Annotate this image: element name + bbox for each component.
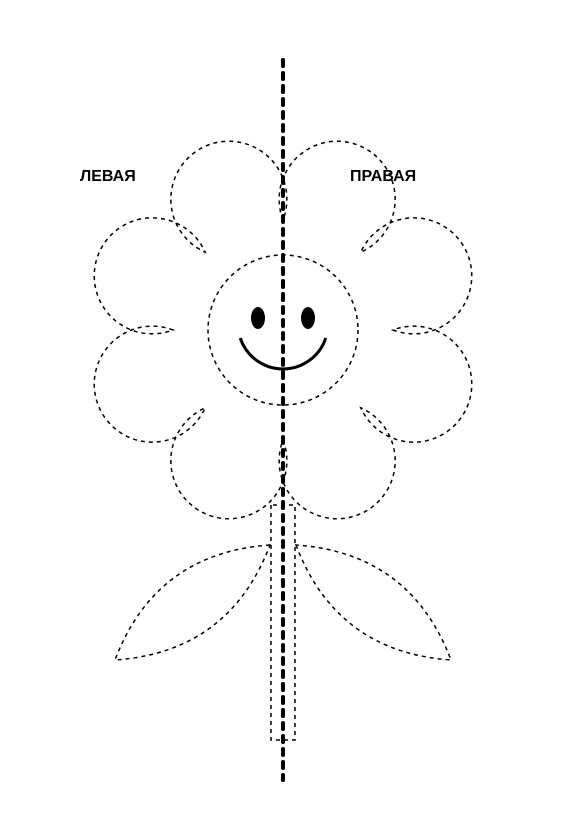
left-eye xyxy=(251,307,265,329)
right-eye xyxy=(301,307,315,329)
flower-symmetry-diagram xyxy=(0,0,567,822)
left-leaf xyxy=(115,545,270,660)
face-circle xyxy=(208,255,358,405)
right-leaf xyxy=(296,545,451,660)
